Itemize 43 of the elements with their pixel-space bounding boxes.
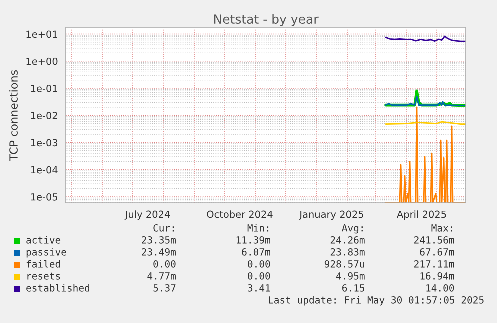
text: 6.07m [242,248,270,256]
text: 0.00 [248,260,270,268]
text: 24.26m [330,236,365,244]
text: 6.15 [342,284,365,292]
y-tick-label: 1e-05 [31,193,58,201]
text: 4.95m [336,272,365,280]
text: 928.57u [324,260,364,268]
text: 16.94m [420,272,454,280]
legend-label: failed [26,260,60,268]
text: 3.41 [248,284,270,292]
text: Avg: [342,224,363,234]
legend-label: resets [28,272,60,280]
text: 5.37 [154,284,176,292]
y-tick-label: 1e-04 [31,166,58,174]
text: Max: [432,224,452,232]
text: 23.35m [142,236,176,244]
text: 4.77m [148,272,176,280]
legend-label: active [26,236,61,244]
y-axis-title: TCP connections [9,70,18,162]
y-tick-label: 1e-01 [31,84,58,92]
text: Min: [248,224,269,232]
y-tick-label: 1e+00 [26,58,58,66]
legend-label: established [26,284,90,292]
x-tick-label: July 2024 [124,210,170,220]
text: Cur: [154,224,174,232]
y-tick-label: 1e-02 [31,112,58,120]
text: 14.00 [426,284,454,292]
chart-title: Netstat - by year [214,14,319,26]
y-tick-label: 1e-03 [31,139,58,147]
text: 67.67m [420,248,454,256]
legend-label: passive [26,248,66,258]
text: 0.00 [248,272,270,280]
text: 241.56m [414,236,454,244]
text: 23.49m [142,248,176,256]
text: 11.39m [236,236,270,244]
text: 0.00 [154,260,176,268]
text: 23.83m [330,248,365,256]
x-tick-label: April 2025 [397,210,446,220]
y-tick-label: 1e+01 [26,30,58,38]
x-tick-label: October 2024 [207,210,273,218]
text: 217.11m [414,260,454,268]
text: Last update: Fri May 30 01:57:05 2025 [269,296,484,306]
x-tick-label: January 2025 [299,210,364,220]
